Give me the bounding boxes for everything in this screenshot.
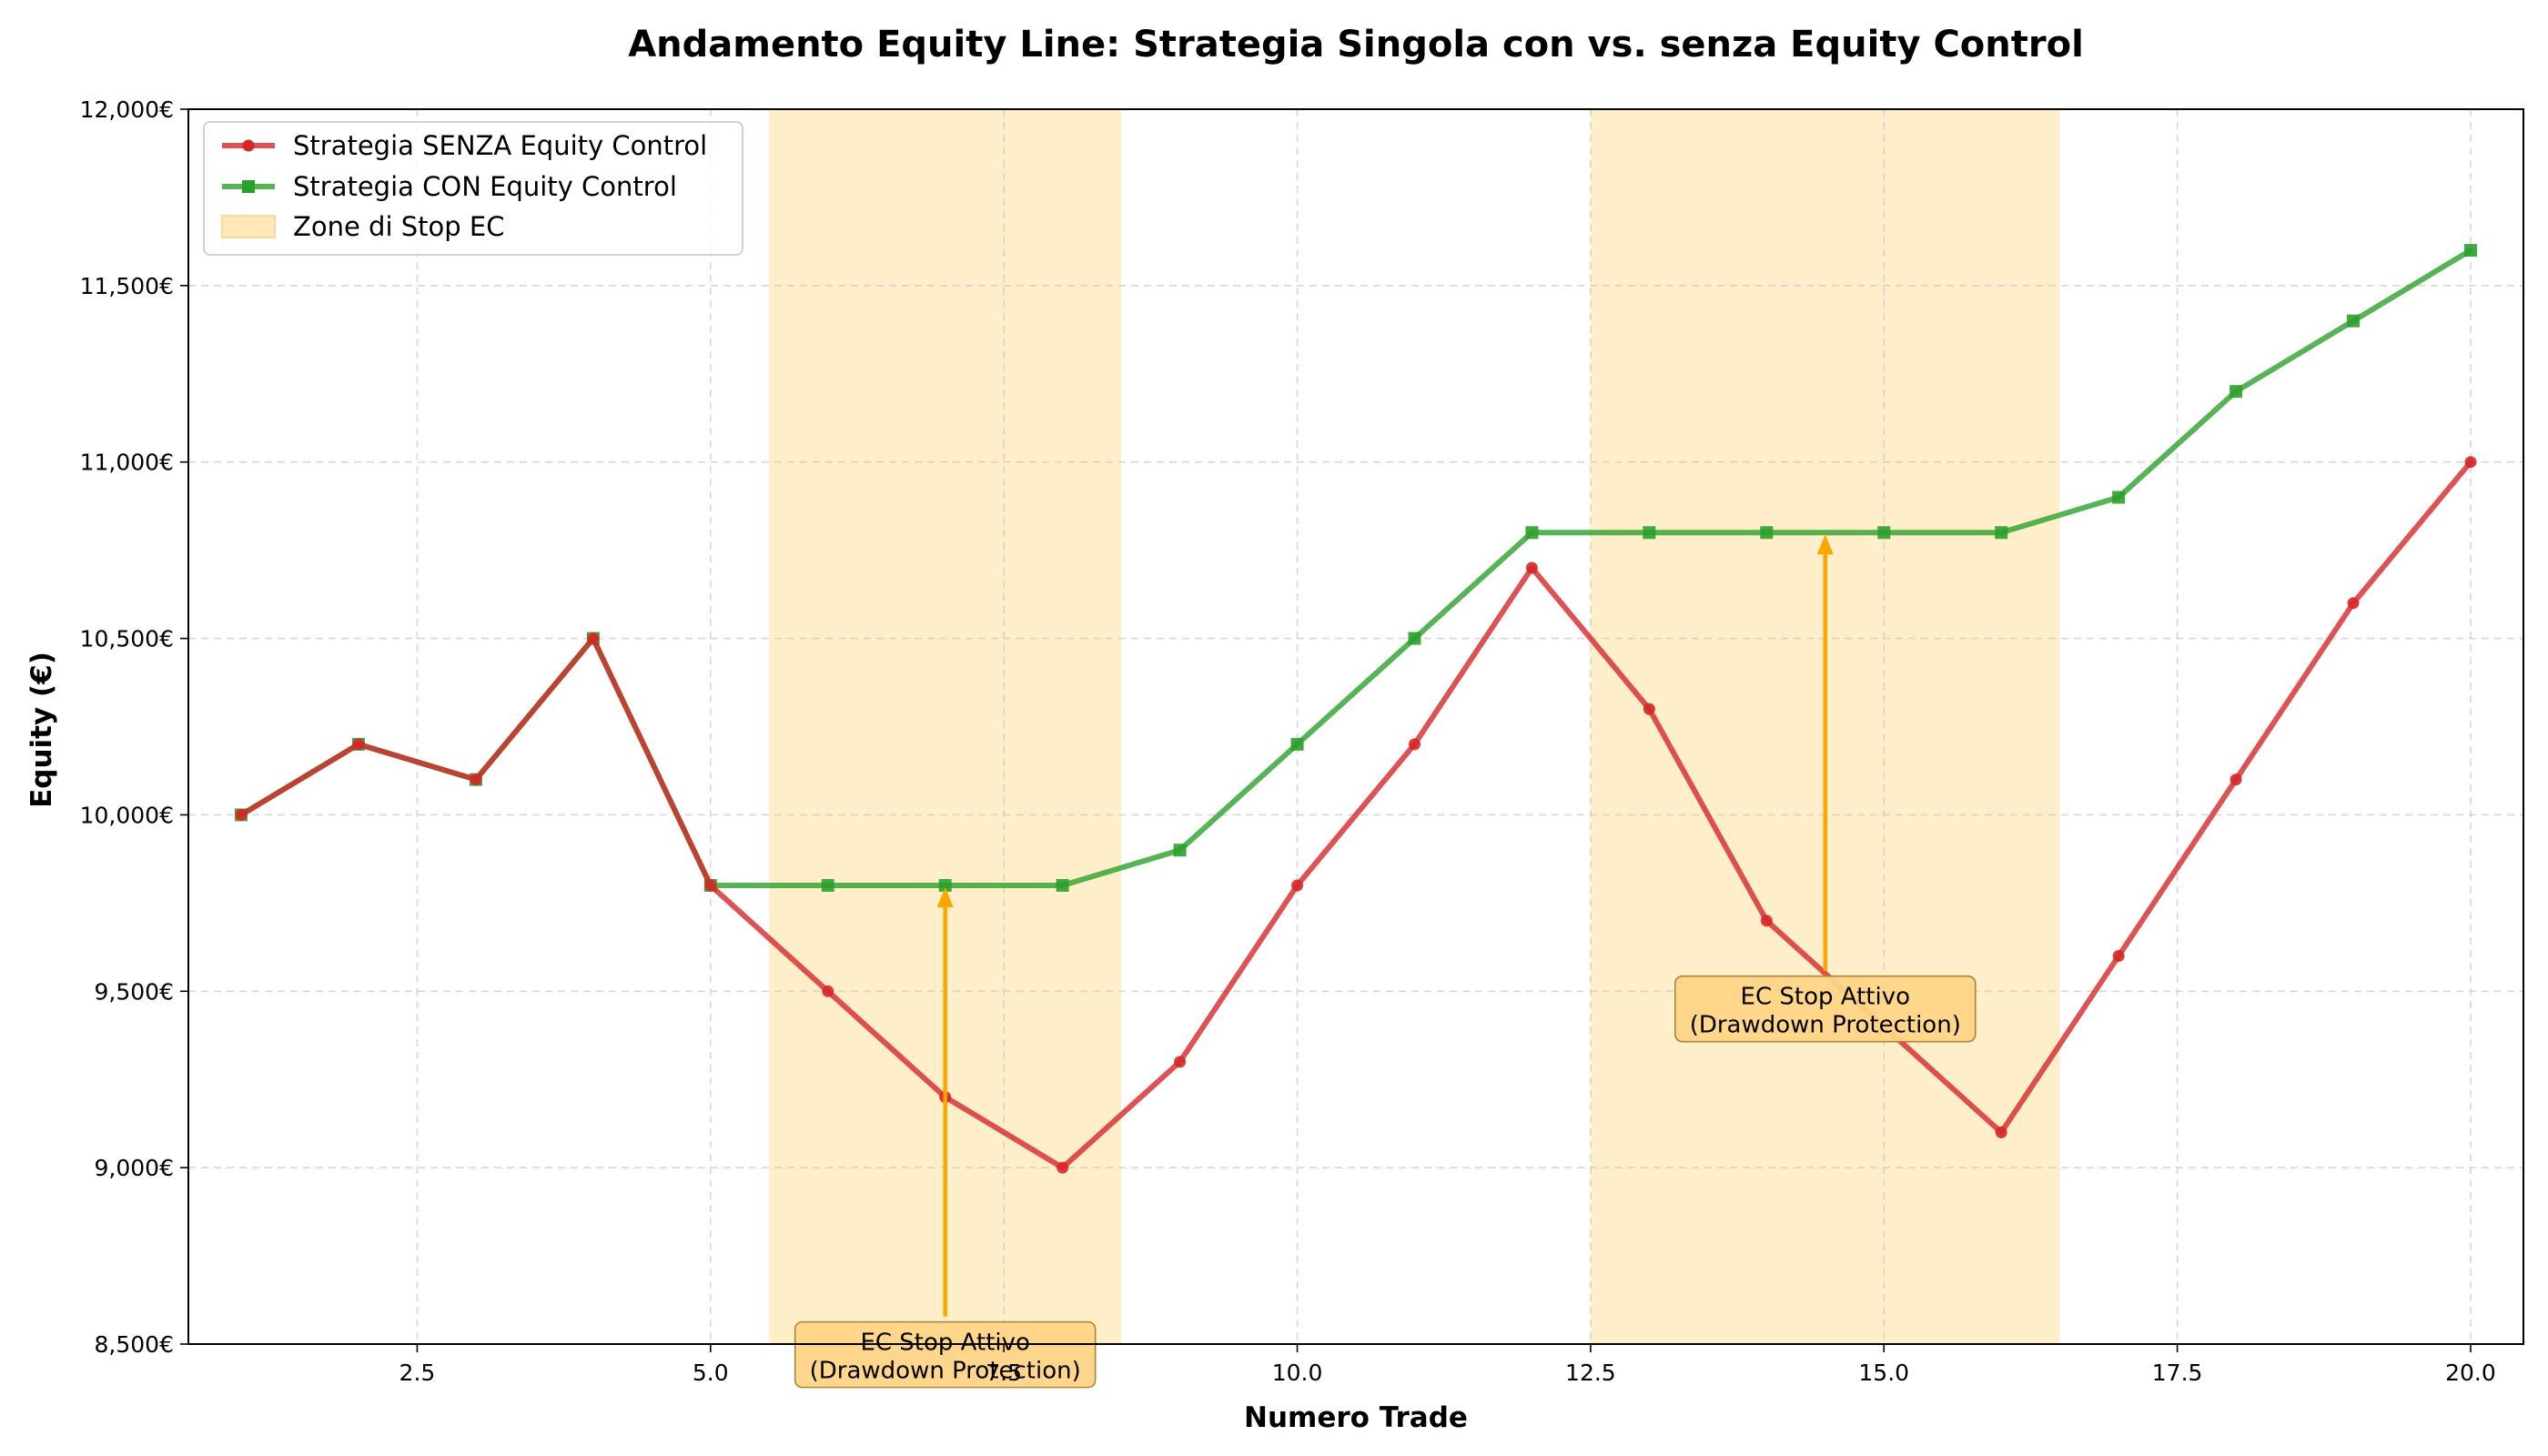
legend-label-3: Zone di Stop EC bbox=[293, 211, 504, 242]
series-senza-equity-control bbox=[235, 456, 2477, 1174]
data-point bbox=[2464, 456, 2477, 469]
series-layer bbox=[235, 244, 2477, 1174]
legend-swatch-zone bbox=[221, 215, 276, 238]
data-point bbox=[2112, 950, 2125, 963]
data-point bbox=[2347, 314, 2361, 328]
y-tick-label-4: 10,000€ bbox=[80, 802, 174, 828]
annotation-arrow-head bbox=[936, 886, 954, 907]
data-point bbox=[587, 632, 600, 645]
data-point bbox=[821, 878, 834, 892]
data-point bbox=[1290, 737, 1304, 751]
legend-swatch-marker bbox=[242, 139, 255, 152]
annotation-line-2: (Drawdown Protection) bbox=[1690, 1012, 1961, 1039]
legend-box bbox=[203, 121, 743, 256]
data-point bbox=[2230, 385, 2243, 399]
data-point bbox=[1760, 915, 1773, 927]
data-point bbox=[2230, 774, 2242, 786]
data-point bbox=[1408, 738, 1421, 751]
y-axis-label: Equity (€) bbox=[25, 652, 58, 808]
y-tick-label-8: 12,000€ bbox=[80, 96, 174, 123]
y-tick-label-6: 11,000€ bbox=[80, 450, 174, 476]
y-tick-label-3: 9,500€ bbox=[95, 978, 174, 1005]
annotation-1: EC Stop Attivo(Drawdown Protection) bbox=[794, 886, 1097, 1389]
data-point bbox=[938, 878, 952, 892]
grid-layer bbox=[188, 108, 2523, 1345]
data-point bbox=[1643, 526, 1656, 540]
series-con-equity-control bbox=[235, 244, 2477, 892]
legend-label-1: Strategia SENZA Equity Control bbox=[293, 130, 707, 161]
data-point bbox=[235, 808, 248, 821]
x-axis-label: Numero Trade bbox=[1244, 1401, 1468, 1434]
y-tick-label-2: 9,000€ bbox=[95, 1155, 174, 1181]
data-point bbox=[1173, 844, 1187, 857]
series-line bbox=[238, 248, 2473, 888]
annotation-line-2: (Drawdown Protection) bbox=[810, 1358, 1081, 1385]
x-tick-label-8: 20.0 bbox=[2445, 1360, 2496, 1386]
legend-swatch-marker bbox=[242, 180, 255, 193]
data-point bbox=[2347, 597, 2360, 610]
annotation-line-1: EC Stop Attivo bbox=[1741, 984, 1910, 1011]
data-point bbox=[470, 774, 482, 786]
x-tick-label-1: 2.5 bbox=[399, 1360, 436, 1386]
data-point bbox=[822, 985, 834, 997]
y-tick-label-5: 10,500€ bbox=[80, 626, 174, 652]
legend: Strategia SENZA Equity Control Strategia … bbox=[203, 121, 743, 256]
stop-zones-layer bbox=[769, 109, 2060, 1344]
annotation-box bbox=[1673, 975, 1977, 1043]
x-tick-label-4: 10.0 bbox=[1272, 1360, 1323, 1386]
data-point bbox=[352, 738, 365, 751]
y-tick-label-7: 11,500€ bbox=[80, 273, 174, 299]
plot-frame bbox=[187, 108, 2524, 1345]
x-tick-label-6: 15.0 bbox=[1858, 1360, 1909, 1386]
data-point bbox=[1408, 632, 1421, 645]
data-point bbox=[1760, 526, 1774, 540]
ticks-layer: 2.5 5.0 7.5 10.0 12.5 15.0 17.5 20.0 8,500€ 9,000… bbox=[80, 96, 2496, 1386]
data-point bbox=[1643, 703, 1655, 715]
data-point bbox=[1525, 561, 1538, 574]
series-line bbox=[238, 459, 2473, 1171]
annotation-line-1: EC Stop Attivo bbox=[860, 1330, 1029, 1357]
annotation-box bbox=[794, 1320, 1097, 1389]
annotations-layer: EC Stop Attivo(Drawdown Protection)EC St… bbox=[794, 534, 1977, 1389]
annotation-arrow-head bbox=[1816, 534, 1834, 555]
x-tick-label-5: 12.5 bbox=[1565, 1360, 1616, 1386]
chart-title: Andamento Equity Line: Strategia Singola… bbox=[628, 24, 2084, 66]
data-point bbox=[1995, 1126, 2007, 1138]
y-tick-label-1: 8,500€ bbox=[95, 1331, 174, 1358]
x-tick-label-3: 7.5 bbox=[986, 1360, 1022, 1386]
legend-label-2: Strategia CON Equity Control bbox=[293, 171, 677, 202]
data-point bbox=[1174, 1056, 1187, 1068]
data-point bbox=[1525, 526, 1539, 540]
data-point bbox=[1291, 879, 1304, 892]
data-point bbox=[1056, 878, 1069, 892]
data-point bbox=[1057, 1161, 1069, 1174]
annotation-2: EC Stop Attivo(Drawdown Protection) bbox=[1673, 534, 1977, 1043]
data-point bbox=[2463, 244, 2477, 258]
data-point bbox=[1877, 526, 1891, 540]
x-tick-label-7: 17.5 bbox=[2152, 1360, 2203, 1386]
data-point bbox=[1995, 526, 2008, 540]
data-point bbox=[704, 879, 717, 892]
x-tick-label-2: 5.0 bbox=[693, 1360, 729, 1386]
data-point bbox=[2112, 490, 2126, 504]
